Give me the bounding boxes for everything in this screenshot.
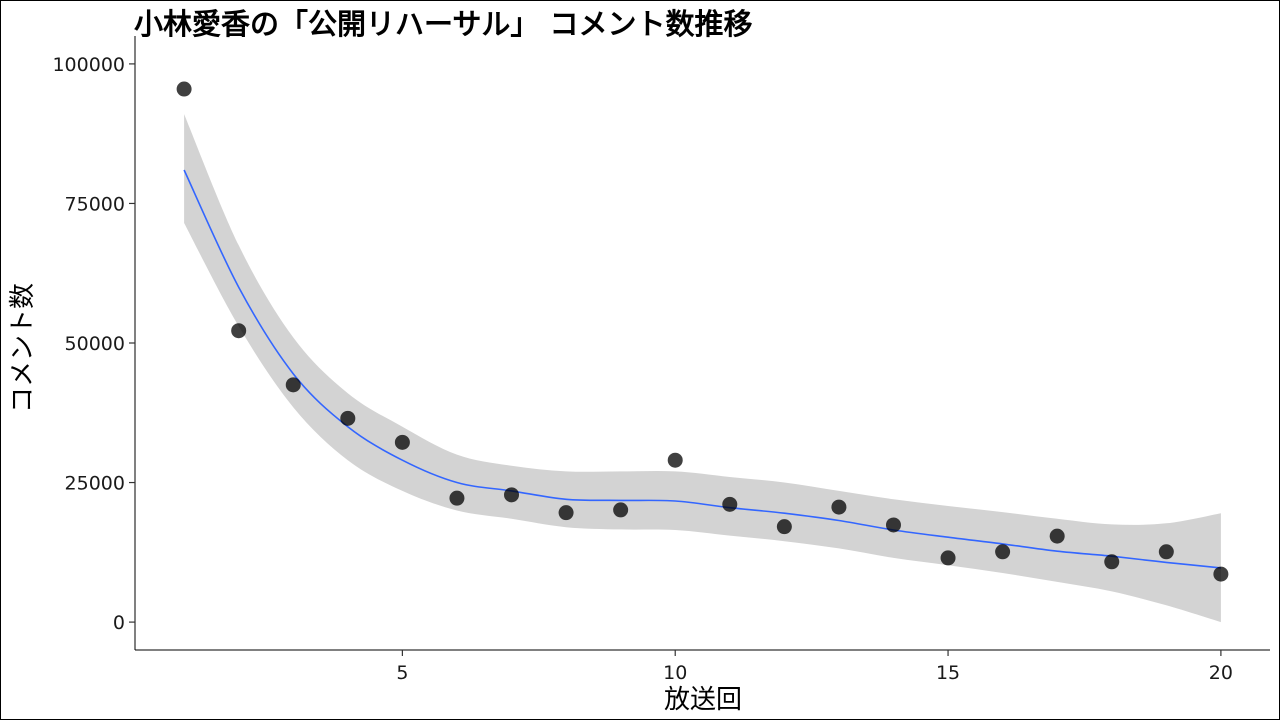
data-point bbox=[394, 434, 410, 450]
data-point bbox=[449, 490, 465, 506]
data-point bbox=[1049, 528, 1065, 544]
data-point bbox=[995, 544, 1011, 560]
y-tick-label: 75000 bbox=[65, 193, 125, 215]
x-tick-label: 20 bbox=[1209, 662, 1233, 684]
data-point bbox=[1213, 566, 1229, 582]
data-point bbox=[613, 502, 629, 518]
chart-title: 小林愛香の「公開リハーサル」 コメント数推移 bbox=[134, 7, 753, 41]
data-point bbox=[340, 410, 356, 426]
confidence-ribbon bbox=[184, 114, 1221, 623]
axes: 0 25000 50000 75000 100000 5 10 15 20 bbox=[52, 36, 1270, 684]
data-point bbox=[722, 496, 738, 512]
x-tick-label: 5 bbox=[396, 662, 408, 684]
y-tick-label: 25000 bbox=[65, 473, 125, 495]
smooth-line bbox=[183, 169, 1221, 569]
data-point bbox=[558, 505, 574, 521]
y-axis-title: コメント数 bbox=[8, 283, 38, 413]
data-point bbox=[176, 81, 192, 97]
y-tick-label: 0 bbox=[113, 612, 125, 634]
y-tick-label: 50000 bbox=[65, 333, 125, 355]
x-axis-title: 放送回 bbox=[664, 685, 742, 715]
data-point bbox=[1158, 544, 1174, 560]
plot-area bbox=[176, 81, 1229, 623]
data-point bbox=[776, 519, 792, 535]
x-tick-label: 10 bbox=[663, 662, 687, 684]
data-point bbox=[285, 377, 301, 393]
data-point bbox=[940, 550, 956, 566]
data-point bbox=[831, 499, 847, 515]
y-tick-label: 100000 bbox=[52, 54, 125, 76]
data-point bbox=[1104, 554, 1120, 570]
data-point bbox=[504, 487, 520, 503]
x-tick-label: 15 bbox=[936, 662, 960, 684]
data-point bbox=[885, 517, 901, 533]
data-point bbox=[231, 323, 247, 339]
data-point bbox=[667, 452, 683, 468]
